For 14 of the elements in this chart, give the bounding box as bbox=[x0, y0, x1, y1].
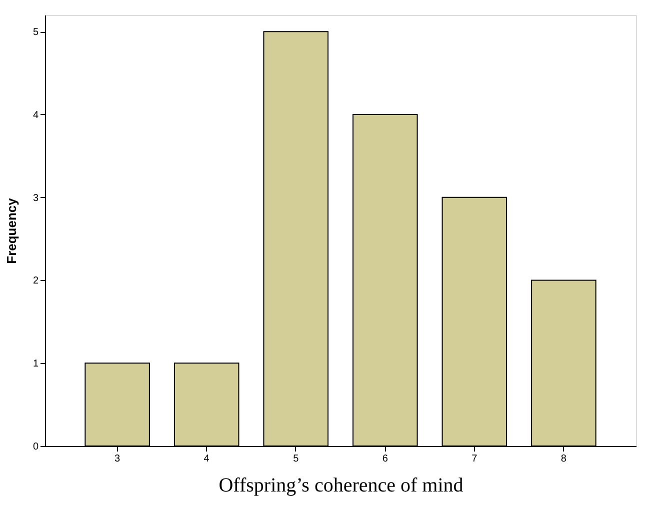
x-tick-label: 3 bbox=[114, 454, 121, 464]
y-tick-label: 4 bbox=[32, 110, 39, 121]
x-tick-label: 8 bbox=[560, 454, 567, 464]
x-axis-title: Offspring’s coherence of mind bbox=[218, 474, 464, 496]
x-tick-label: 5 bbox=[293, 454, 300, 464]
y-tick-label: 0 bbox=[32, 442, 39, 452]
y-tick-label: 2 bbox=[32, 276, 39, 287]
x-tick-label: 6 bbox=[382, 454, 388, 464]
y-tick-label: 5 bbox=[32, 27, 39, 38]
y-tick-label: 3 bbox=[32, 192, 39, 204]
y-tick-label: 1 bbox=[32, 358, 39, 370]
x-tick-label: 7 bbox=[472, 454, 478, 464]
y-axis-title: Frequency bbox=[4, 197, 19, 264]
x-tick-label: 4 bbox=[204, 454, 210, 464]
